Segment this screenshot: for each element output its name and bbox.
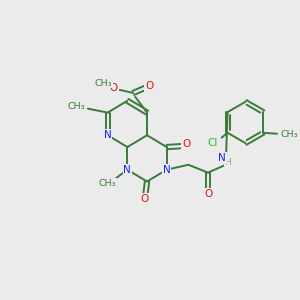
Text: CH₃: CH₃ bbox=[280, 130, 298, 139]
Text: H: H bbox=[224, 158, 231, 167]
Text: O: O bbox=[110, 83, 118, 93]
Text: N: N bbox=[163, 165, 171, 175]
Text: O: O bbox=[204, 189, 212, 199]
Text: CH₃: CH₃ bbox=[68, 102, 85, 111]
Text: CH₃: CH₃ bbox=[99, 179, 116, 188]
Text: O: O bbox=[145, 81, 153, 91]
Text: N: N bbox=[218, 153, 226, 163]
Text: O: O bbox=[140, 194, 148, 204]
Text: Cl: Cl bbox=[208, 138, 218, 148]
Text: N: N bbox=[104, 130, 112, 140]
Text: N: N bbox=[124, 165, 131, 175]
Text: O: O bbox=[182, 139, 190, 149]
Text: CH₃: CH₃ bbox=[95, 79, 112, 88]
